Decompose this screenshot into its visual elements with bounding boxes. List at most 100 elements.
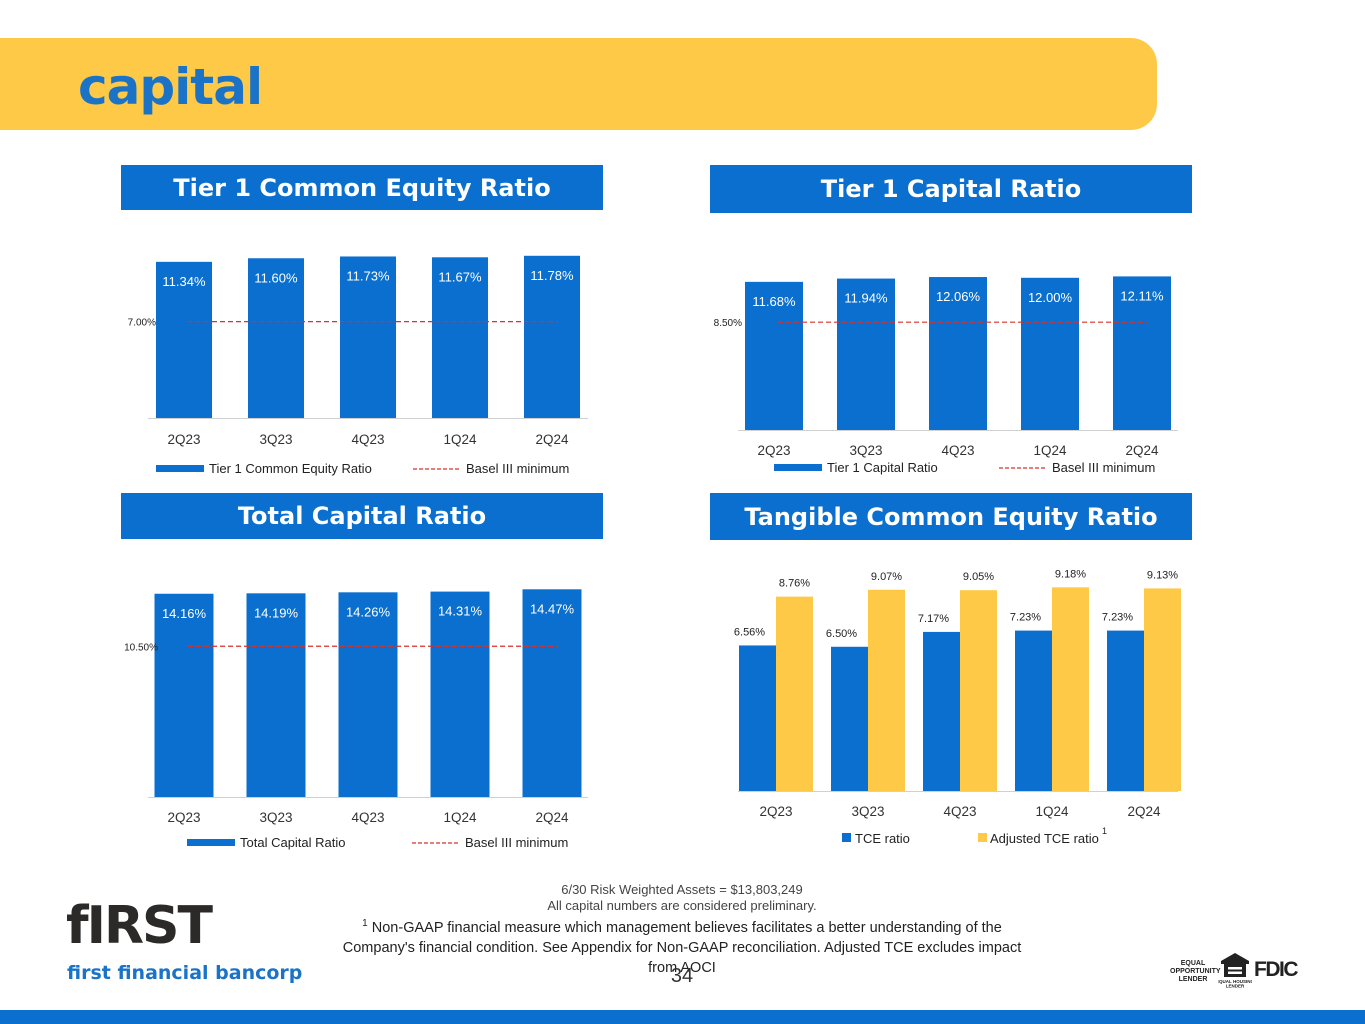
x-tick-label: 2Q23 (759, 804, 792, 819)
x-tick-label: 3Q23 (851, 804, 884, 819)
footnotes: 6/30 Risk Weighted Assets = $13,803,249 … (332, 882, 1032, 978)
data-label: 11.78% (530, 268, 574, 283)
bar (246, 593, 306, 797)
equal-housing-lender-icon: EQUAL HOUSING LENDER (1218, 953, 1252, 989)
data-label: 7.23% (1010, 612, 1041, 624)
tce-bar (923, 631, 960, 791)
x-tick-label: 4Q23 (941, 443, 974, 458)
legend-swatch-series (774, 464, 822, 471)
adjusted-tce-bar (1144, 588, 1181, 791)
data-label: 7.17% (918, 613, 949, 625)
bar (338, 592, 398, 797)
equal-opportunity-lender-badge: EQUAL OPPORTUNITY LENDER (1170, 960, 1221, 983)
bar (340, 256, 396, 418)
legend-swatch-series (187, 839, 235, 846)
legend-label-basel: Basel III minimum (465, 835, 568, 850)
tce-bar (831, 646, 868, 791)
tce-bar (1015, 630, 1052, 791)
data-label: 14.16% (162, 606, 207, 621)
svg-text:LENDER: LENDER (1226, 984, 1245, 989)
x-tick-label: 1Q24 (1035, 804, 1069, 819)
x-tick-label: 3Q23 (849, 443, 882, 458)
data-label: 6.56% (734, 626, 765, 638)
x-tick-label: 2Q23 (167, 810, 200, 825)
page-number: 34 (670, 965, 694, 987)
data-label: 7.23% (1102, 612, 1133, 624)
legend-swatch-adjusted-tce (978, 833, 987, 842)
x-tick-label: 1Q24 (1033, 443, 1067, 458)
data-label: 9.07% (871, 571, 902, 583)
legend-label-series: Total Capital Ratio (240, 835, 346, 850)
tier1-capital-chart: 11.68% 2Q23 11.94% 3Q23 12.06% 4Q23 12.00% 1Q24… (714, 276, 1178, 475)
x-tick-label: 2Q24 (535, 432, 569, 447)
legend-superscript: 1 (1102, 826, 1107, 836)
equal-housing-text: EQUAL HOUSING (1218, 979, 1252, 984)
data-label: 11.60% (254, 270, 298, 285)
bar (745, 281, 803, 430)
bar (524, 255, 580, 418)
tce-bar (739, 645, 776, 791)
fdic-logo: FDIC (1254, 958, 1299, 981)
reference-line-label: 8.50% (714, 318, 742, 329)
data-label: 14.19% (254, 605, 299, 620)
bar (154, 593, 214, 797)
legend-label-basel: Basel III minimum (1052, 460, 1155, 475)
bar (156, 261, 212, 418)
x-tick-label: 1Q24 (443, 432, 477, 447)
data-label: 9.05% (963, 571, 994, 583)
first-logo: fIRST (66, 896, 213, 956)
bottom-bar (0, 1010, 1365, 1024)
bar (432, 257, 488, 418)
logo-tagline: first financial bancorp (67, 962, 303, 984)
legend-label-series: Tier 1 Common Equity Ratio (209, 461, 372, 476)
x-tick-label: 3Q23 (259, 432, 292, 447)
data-label: 12.11% (1120, 288, 1164, 303)
x-tick-label: 2Q24 (1125, 443, 1159, 458)
bar (1113, 276, 1171, 430)
x-tick-label: 4Q23 (351, 432, 384, 447)
data-label: 8.76% (779, 578, 810, 590)
preliminary-note: All capital numbers are considered preli… (547, 898, 817, 913)
legend-swatch-series (156, 465, 204, 472)
tce-ratio-title: Tangible Common Equity Ratio (710, 493, 1192, 540)
bar (837, 278, 895, 430)
data-label: 14.47% (530, 601, 575, 616)
reference-line-label: 10.50% (124, 642, 158, 653)
legend-label-basel: Basel III minimum (466, 461, 569, 476)
bar (1021, 277, 1079, 430)
x-tick-label: 4Q23 (943, 804, 976, 819)
adjusted-tce-bar (776, 596, 813, 791)
x-tick-label: 1Q24 (443, 810, 477, 825)
page-title: capital (78, 58, 263, 116)
x-tick-label: 4Q23 (351, 810, 384, 825)
bar (522, 589, 582, 797)
x-tick-label: 2Q23 (167, 432, 200, 447)
title-banner (0, 38, 1157, 130)
x-tick-label: 2Q23 (757, 443, 790, 458)
data-label: 11.67% (438, 269, 482, 284)
x-tick-label: 2Q24 (535, 810, 569, 825)
legend-label-tce: TCE ratio (855, 831, 910, 846)
legend-label-adjusted-tce: Adjusted TCE ratio (990, 831, 1099, 846)
total-capital-title: Total Capital Ratio (121, 493, 603, 539)
legend-label-series: Tier 1 Capital Ratio (827, 460, 938, 475)
bar (929, 277, 987, 430)
bar (248, 258, 304, 418)
data-label: 11.73% (346, 268, 390, 283)
adjusted-tce-bar (1052, 587, 1089, 791)
data-label: 12.00% (1028, 290, 1073, 305)
tier1-common-equity-chart: 11.34% 2Q23 11.60% 3Q23 11.73% 4Q23 11.67% 1Q24… (128, 255, 588, 476)
x-tick-label: 3Q23 (259, 810, 292, 825)
rwa-note: 6/30 Risk Weighted Assets = $13,803,249 (561, 882, 803, 897)
data-label: 11.94% (844, 291, 888, 306)
data-label: 11.34% (162, 274, 206, 289)
tce-bar (1107, 630, 1144, 791)
data-label: 11.68% (752, 294, 796, 309)
total-capital-chart: 14.16% 2Q23 14.19% 3Q23 14.26% 4Q23 14.31% 1Q24… (124, 589, 588, 850)
tier1-common-equity-title: Tier 1 Common Equity Ratio (121, 165, 603, 210)
non-gaap-footnote: 1 Non-GAAP financial measure which manag… (332, 914, 1032, 978)
data-label: 6.50% (826, 628, 857, 640)
reference-line-label: 7.00% (128, 318, 156, 329)
data-label: 14.26% (346, 604, 391, 619)
data-label: 14.31% (438, 604, 483, 619)
